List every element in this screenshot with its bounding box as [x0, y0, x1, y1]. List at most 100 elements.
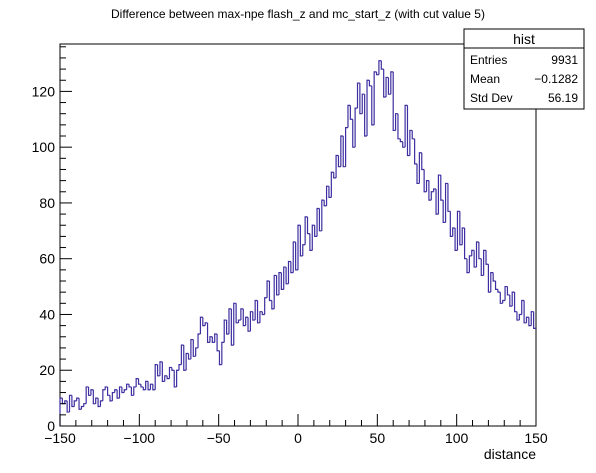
- hist-bin: [497, 289, 501, 293]
- hist-bin: [352, 119, 356, 148]
- y-tick-label: 100: [32, 139, 56, 155]
- hist-bin: [366, 79, 370, 137]
- hist-bin: [216, 333, 220, 352]
- hist-bin: [330, 171, 334, 198]
- hist-bin: [302, 244, 306, 256]
- hist-bin: [399, 138, 403, 143]
- stats-mean-label: Mean: [470, 72, 500, 86]
- hist-bin: [180, 344, 184, 365]
- y-tick-label: 60: [39, 251, 55, 267]
- hist-bin: [418, 152, 422, 184]
- hist-bin: [490, 272, 494, 293]
- hist-bin: [364, 94, 368, 137]
- hist-bin: [328, 186, 332, 198]
- stats-entries-label: Entries: [470, 53, 507, 67]
- x-tick-label: 50: [370, 430, 386, 446]
- histogram-bars: [59, 60, 536, 426]
- hist-bin: [164, 375, 168, 382]
- x-tick-label: −50: [207, 430, 231, 446]
- hist-bin: [394, 113, 398, 131]
- hist-bin: [404, 104, 408, 148]
- hist-bin: [92, 389, 96, 405]
- hist-bin: [206, 322, 210, 343]
- hist-bin: [249, 311, 253, 332]
- hist-bin: [475, 241, 479, 268]
- x-axis: −150 −100 −50 0 50 100 150: [44, 414, 548, 446]
- hist-bin: [525, 316, 529, 323]
- hist-bin: [444, 182, 448, 223]
- hist-bin: [347, 104, 351, 128]
- x-axis-title: distance: [484, 446, 536, 462]
- stats-box: hist Entries 9931 Mean −0.1282 Std Dev 5…: [463, 28, 585, 110]
- hist-bin: [95, 397, 99, 404]
- hist-bin: [90, 389, 94, 396]
- hist-bin: [406, 105, 410, 157]
- x-tick-label: 100: [445, 430, 469, 446]
- hist-bin: [337, 155, 341, 168]
- hist-bin: [256, 300, 260, 324]
- hist-bin: [159, 361, 163, 376]
- hist-bin: [211, 336, 215, 343]
- hist-bin: [173, 370, 177, 388]
- hist-bin: [456, 210, 460, 251]
- hist-bin: [109, 395, 113, 402]
- stats-mean-value: −0.1282: [534, 72, 578, 86]
- hist-bin: [230, 308, 234, 346]
- hist-bin: [176, 369, 179, 387]
- hist-bin: [466, 258, 470, 274]
- hist-bin: [433, 188, 437, 192]
- hist-bin: [280, 272, 284, 290]
- hist-bin: [411, 130, 415, 140]
- hist-bin: [102, 389, 106, 401]
- hist-bin: [461, 227, 465, 245]
- hist-bin: [478, 241, 482, 260]
- hist-bin: [385, 76, 389, 97]
- hist-bin: [373, 71, 377, 125]
- hist-bin: [83, 403, 87, 407]
- hist-bin: [283, 266, 287, 290]
- hist-bin: [528, 317, 532, 327]
- hist-bin: [71, 395, 75, 408]
- hist-bin: [378, 60, 382, 75]
- y-tick-label: 0: [47, 418, 55, 434]
- hist-bin: [521, 299, 525, 315]
- hist-bin: [156, 364, 160, 377]
- hist-bin: [295, 241, 298, 271]
- hist-bin: [245, 316, 249, 326]
- hist-bin: [145, 380, 149, 390]
- hist-bin: [473, 250, 477, 268]
- hist-bin: [126, 383, 130, 390]
- hist-bin: [235, 303, 239, 324]
- hist-bin: [242, 308, 246, 327]
- hist-bin: [511, 291, 515, 307]
- hist-bin: [259, 311, 263, 323]
- hist-bin: [97, 398, 101, 408]
- hist-bin: [416, 163, 420, 185]
- stats-box-title: hist: [513, 31, 535, 47]
- hist-bin: [297, 224, 301, 270]
- hist-bin: [421, 152, 425, 171]
- hist-bin: [371, 85, 375, 126]
- hist-bin: [323, 200, 327, 207]
- hist-bin: [195, 347, 199, 357]
- hist-bin: [135, 378, 139, 387]
- hist-bin: [121, 386, 125, 394]
- hist-bin: [149, 383, 153, 390]
- y-tick-label: 120: [32, 83, 56, 99]
- hist-bin: [368, 80, 372, 87]
- stats-stddev-value: 56.19: [548, 91, 578, 105]
- hist-bin: [152, 384, 156, 391]
- hist-bin: [430, 191, 434, 201]
- hist-bin: [383, 69, 387, 98]
- y-tick-label: 20: [39, 362, 55, 378]
- hist-bin: [85, 386, 89, 404]
- hist-bin: [414, 138, 417, 165]
- hist-bin: [356, 82, 360, 109]
- hist-bin: [133, 386, 137, 396]
- hist-bin: [252, 311, 256, 321]
- hist-bin: [268, 281, 272, 302]
- hist-bin: [492, 272, 496, 282]
- hist-bin: [321, 199, 325, 231]
- hist-bin: [504, 285, 508, 301]
- hist-bin: [166, 375, 170, 380]
